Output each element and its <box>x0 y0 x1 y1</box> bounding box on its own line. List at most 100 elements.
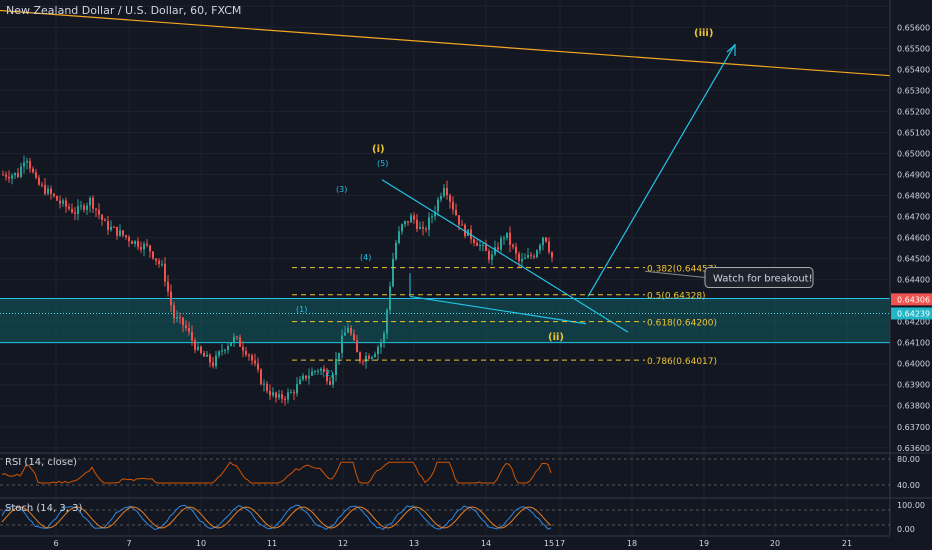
candle-body <box>104 219 106 222</box>
callout-pointer <box>644 270 706 279</box>
candle-body <box>53 193 55 197</box>
candle-body <box>551 251 553 258</box>
candle-body <box>506 232 508 239</box>
candle-body <box>272 392 274 396</box>
price-tick-label: 0.64000 <box>897 360 930 369</box>
candle-body <box>482 244 484 246</box>
rsi-tick-label: 80.00 <box>897 455 920 464</box>
stoch-tick-label: 0.00 <box>897 525 915 534</box>
candle-body <box>266 383 268 392</box>
candle-body <box>335 358 337 375</box>
candle-body <box>68 206 70 209</box>
candle-body <box>179 317 181 319</box>
candle-body <box>47 188 49 194</box>
candle-body <box>413 215 415 220</box>
price-axis-bg <box>890 0 932 550</box>
price-tick-label: 0.64800 <box>897 192 930 201</box>
drawings: 0.382(0.64457) 0.5(0.64328) 0.618(0.64200)… <box>0 9 891 378</box>
candle-body <box>269 391 271 396</box>
candle-body <box>230 342 232 346</box>
candle-body <box>308 375 310 379</box>
candle-body <box>35 172 37 178</box>
candle-body <box>71 208 73 213</box>
candle-body <box>461 224 463 226</box>
time-tick-label: 13 <box>409 539 419 548</box>
candle-body <box>530 255 532 257</box>
candle-body <box>302 375 304 380</box>
candle-body <box>242 346 244 351</box>
wave-label: (4) <box>360 253 371 262</box>
candle-body <box>80 205 82 207</box>
candle-body <box>314 371 316 373</box>
candle-body <box>479 244 481 246</box>
wave-label: (1) <box>296 305 307 314</box>
candle-body <box>83 205 85 210</box>
wave-label: (iii) <box>694 28 713 39</box>
candle-body <box>347 327 349 333</box>
wave-label: (3) <box>336 185 347 194</box>
stoch-k-line <box>1 504 552 531</box>
candle-body <box>197 346 199 350</box>
candle-body <box>368 355 370 359</box>
candle-body <box>500 238 502 250</box>
candle-body <box>521 258 523 262</box>
alt-price-badge <box>891 307 932 320</box>
candle-body <box>137 240 139 248</box>
candle-body <box>503 238 505 240</box>
candle-body <box>377 347 379 355</box>
wedge-lower-line <box>409 295 587 325</box>
time-axis[interactable]: 6 7 10 11 12 13 14 15 17 18 19 20 21 <box>0 535 890 548</box>
wedge-upper-line <box>381 179 629 333</box>
fib-label: 0.382(0.64457) <box>647 265 717 275</box>
candle-body <box>407 221 409 223</box>
candle-body <box>452 201 454 210</box>
candle-body <box>290 392 292 394</box>
candle-body <box>149 245 151 252</box>
candle-body <box>437 199 439 212</box>
candle-body <box>44 184 46 194</box>
candle-body <box>275 392 277 398</box>
candle-body <box>350 327 352 334</box>
price-tick-label: 0.63600 <box>897 444 930 453</box>
candle-body <box>548 241 550 252</box>
candle-body <box>116 226 118 236</box>
candle-body <box>227 345 229 350</box>
candle-body <box>236 336 238 338</box>
candle-body <box>380 342 382 348</box>
candle-body <box>305 375 307 379</box>
rsi-tick-label: 40.00 <box>897 481 920 490</box>
candle-body <box>338 352 340 359</box>
price-axis[interactable]: 0.65600 0.65500 0.65400 0.65300 0.65200 0.651… <box>889 0 932 550</box>
candle-body <box>491 254 493 260</box>
candle-body <box>14 173 16 176</box>
candle-body <box>50 188 52 194</box>
candle-body <box>278 394 280 398</box>
candle-body <box>326 371 328 382</box>
candle-body <box>209 354 211 363</box>
candle-body <box>383 333 385 343</box>
time-tick-label: 15 <box>544 539 554 548</box>
fib-label: 0.5(0.64328) <box>647 292 706 302</box>
price-tick-label: 0.65100 <box>897 128 930 137</box>
current-price-label: 0.64306 <box>897 295 930 304</box>
candle-body <box>233 336 235 343</box>
candle-body <box>113 226 115 228</box>
candle-body <box>170 291 172 306</box>
candle-body <box>215 355 217 367</box>
candle-body <box>458 215 460 225</box>
candle-body <box>98 209 100 215</box>
candle-body <box>434 211 436 217</box>
candle-body <box>26 160 28 163</box>
candle-body <box>77 206 79 214</box>
price-tick-label: 0.64100 <box>897 339 930 348</box>
time-tick-label: 10 <box>196 539 206 548</box>
candle-body <box>188 327 190 332</box>
candle-body <box>473 239 475 243</box>
wave-label: (2) <box>322 369 333 378</box>
candle-body <box>17 173 19 177</box>
long-trendline <box>0 9 891 77</box>
candle-body <box>23 162 25 167</box>
candle-body <box>38 177 40 185</box>
candle-body <box>431 216 433 218</box>
